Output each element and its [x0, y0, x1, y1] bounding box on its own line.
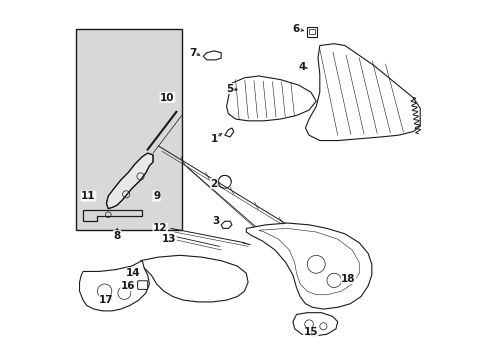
Polygon shape [226, 76, 316, 121]
Text: 2: 2 [210, 179, 217, 189]
Text: 3: 3 [212, 216, 219, 226]
Text: 14: 14 [126, 268, 141, 278]
Text: 6: 6 [292, 24, 300, 35]
Polygon shape [83, 211, 142, 221]
Text: 11: 11 [81, 191, 96, 201]
Text: 16: 16 [121, 281, 135, 291]
Polygon shape [203, 51, 221, 60]
Text: 7: 7 [188, 48, 196, 58]
Text: 4: 4 [298, 62, 305, 72]
Polygon shape [80, 261, 149, 311]
Polygon shape [246, 223, 371, 309]
Polygon shape [292, 313, 337, 336]
FancyBboxPatch shape [137, 281, 147, 289]
Polygon shape [305, 44, 419, 140]
Bar [309, 29, 314, 35]
Text: 10: 10 [160, 93, 174, 103]
Text: 13: 13 [162, 234, 176, 244]
Text: 1: 1 [210, 134, 217, 144]
Text: 12: 12 [153, 224, 167, 233]
Bar [306, 27, 317, 37]
Bar [76, 30, 182, 230]
Text: 17: 17 [99, 295, 114, 305]
Polygon shape [221, 221, 231, 228]
Polygon shape [224, 128, 233, 137]
Text: 15: 15 [303, 327, 317, 337]
Text: 5: 5 [226, 84, 233, 94]
Text: 9: 9 [153, 191, 160, 201]
Text: 18: 18 [341, 274, 355, 284]
Polygon shape [140, 255, 247, 302]
Text: 8: 8 [113, 231, 121, 240]
Polygon shape [106, 153, 153, 209]
